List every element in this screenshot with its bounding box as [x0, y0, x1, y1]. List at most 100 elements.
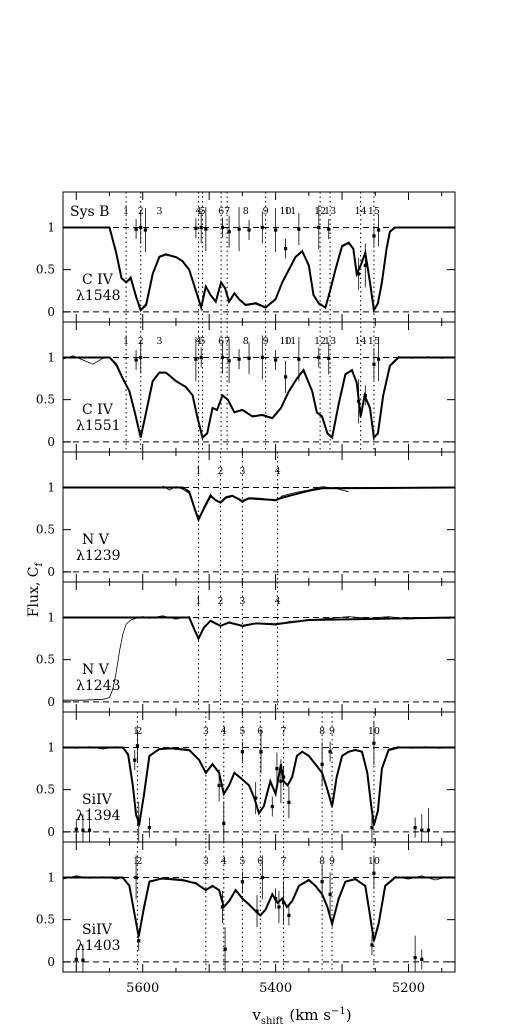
component-label: 2 [217, 596, 223, 607]
x-axis-symbol: v [251, 1006, 261, 1024]
cf-point [420, 957, 424, 961]
cf-point [328, 892, 332, 896]
x-axis-unit: (km s [289, 1006, 331, 1024]
spectrum-data-line [162, 485, 349, 523]
y-tick-label: 1 [47, 350, 55, 364]
y-tick-label: 1 [47, 610, 55, 624]
cf-point [372, 871, 376, 875]
spectrum-data-line [63, 355, 455, 438]
cf-point [372, 234, 376, 238]
component-label: 1 [123, 336, 129, 347]
panel-frame [62, 451, 456, 583]
cf-point [237, 357, 241, 361]
y-axis-symbol: Flux, C [26, 566, 42, 617]
cf-point [370, 943, 374, 947]
y-tick-label: 0 [47, 825, 55, 839]
ion-label: C IV [82, 272, 114, 288]
cf-point [260, 225, 264, 230]
cf-point [376, 357, 381, 361]
component-label: 1 [123, 206, 129, 217]
y-tick-label: 0 [47, 565, 55, 579]
panel-frame [62, 191, 456, 323]
cf-point [317, 225, 321, 230]
component-label: 14 [355, 206, 367, 217]
cf-point [297, 357, 301, 361]
x-tick-label: 5400 [259, 981, 292, 996]
cf-point [87, 828, 92, 832]
y-tick-label: 0 [47, 955, 55, 969]
y-tick-label: 0 [47, 695, 55, 709]
component-label: 3 [239, 466, 245, 477]
component-label: 12 [314, 336, 326, 347]
component-label: 1 [196, 596, 202, 607]
y-tick-label: 1 [47, 480, 55, 494]
model-fit-line [63, 876, 455, 942]
x-axis-exponent: −1 [331, 1006, 346, 1017]
component-label: 4 [221, 726, 227, 737]
cf-point [274, 896, 278, 901]
cf-point [260, 355, 264, 360]
component-label: 1 [133, 726, 139, 737]
spectrum-data-line [63, 615, 455, 701]
model-fit-line [63, 616, 455, 641]
component-label: 7 [224, 336, 230, 347]
spectrum-data-line [63, 227, 455, 311]
wavelength-label: λ1243 [76, 678, 121, 694]
component-label: 2 [217, 466, 223, 477]
y-axis-label: Flux, Cf [26, 561, 45, 617]
x-tick-label: 5600 [126, 981, 159, 996]
cf-point [426, 828, 431, 832]
component-label: 7 [281, 856, 287, 867]
component-label: 1 [133, 856, 139, 867]
x-axis-label: vshift (km s−1) [251, 1006, 351, 1027]
component-label: 7 [224, 206, 230, 217]
component-label: 4 [275, 466, 281, 477]
cf-point [137, 821, 141, 826]
component-label: 9 [329, 856, 335, 867]
component-label: 6 [257, 856, 263, 867]
cf-point [134, 875, 138, 880]
cf-point [281, 901, 286, 905]
component-label: 3 [156, 206, 162, 217]
cf-point [274, 358, 278, 362]
component-label: 2 [138, 206, 144, 217]
component-label: 2 [136, 856, 142, 867]
cf-point [137, 939, 141, 943]
component-label: 15 [368, 206, 380, 217]
cf-point [363, 263, 367, 268]
component-label: 7 [281, 726, 287, 737]
cf-point [247, 356, 251, 360]
panel-plot-area [63, 712, 455, 842]
component-label: 10 [368, 856, 380, 867]
cf-point [357, 399, 361, 403]
cf-point [81, 958, 85, 962]
model-fit-line [63, 486, 455, 523]
component-label: 15 [368, 336, 380, 347]
ion-label: C IV [82, 402, 114, 418]
component-label: 6 [218, 336, 224, 347]
cf-point [194, 226, 198, 230]
component-label: 4 [196, 206, 202, 217]
x-axis-subscript: shift [261, 1016, 284, 1027]
component-label: 5 [239, 726, 245, 737]
component-label: 13 [324, 206, 336, 217]
cf-point [376, 228, 381, 232]
cf-point [270, 804, 274, 809]
cf-point [199, 355, 203, 360]
component-label: 10 [280, 336, 292, 347]
component-label: 5 [239, 856, 245, 867]
cf-point [283, 375, 288, 379]
cf-point [413, 956, 417, 960]
cf-point [222, 821, 226, 826]
cf-point [240, 750, 244, 754]
cf-point [357, 272, 361, 276]
ion-label: SiIV [82, 792, 113, 808]
panel-frame [62, 321, 456, 453]
component-label: 1 [196, 466, 202, 477]
cf-point [259, 750, 263, 754]
panel-plot-area [63, 322, 455, 452]
component-label: 14 [355, 336, 367, 347]
cf-point [139, 355, 143, 360]
y-tick-label: 0.5 [36, 913, 55, 927]
